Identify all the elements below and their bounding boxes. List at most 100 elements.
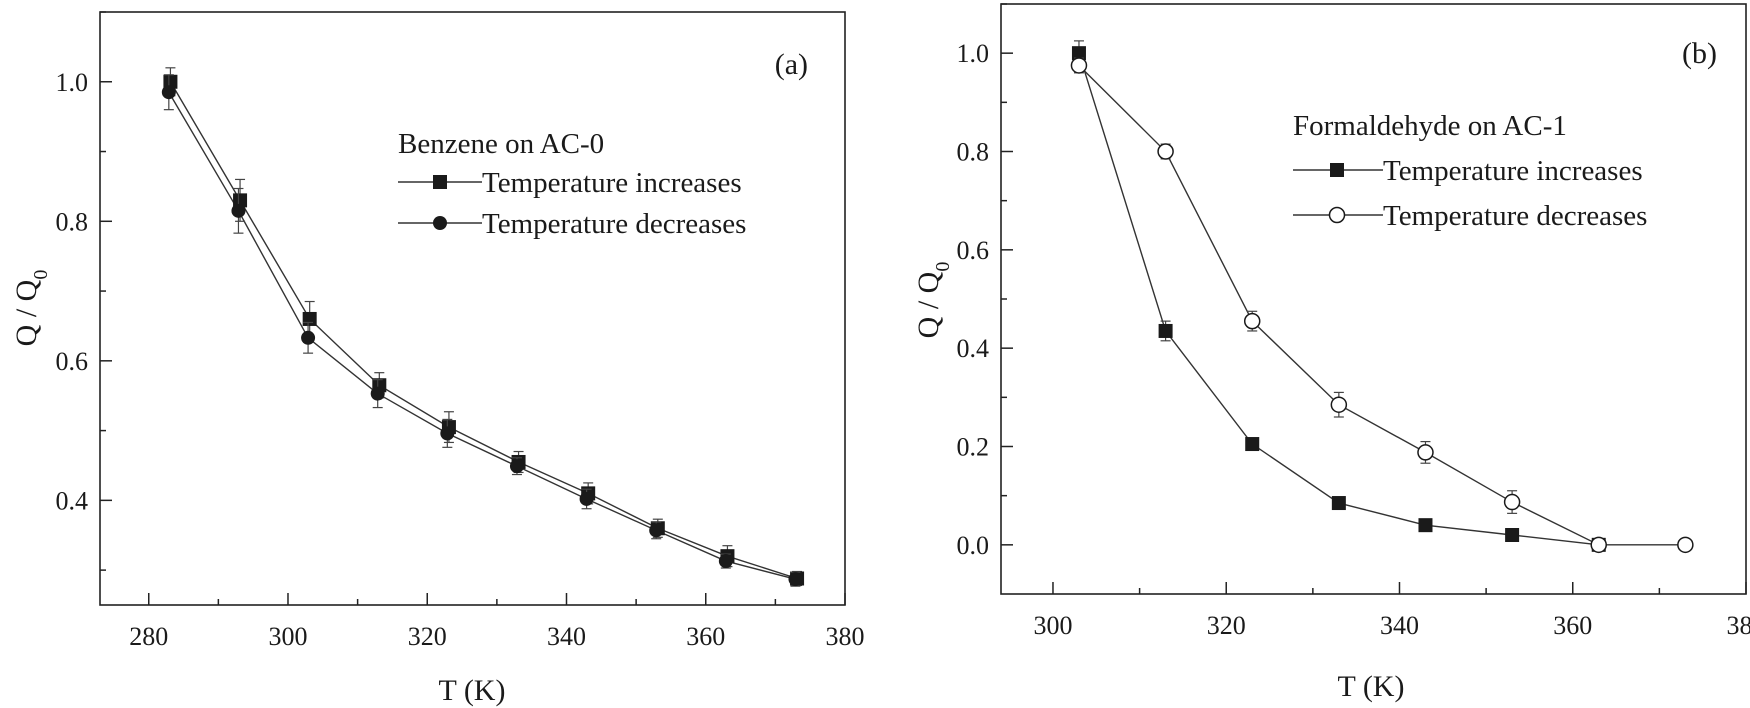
x-tick-label: 280: [129, 622, 168, 651]
data-point: [509, 457, 524, 476]
panel-b-legend-label-decrease: Temperature decreases: [1383, 200, 1647, 232]
y-tick-label: 0.4: [56, 486, 89, 515]
panel-b-markers: [1070, 40, 1694, 554]
panel-a-markers: [161, 67, 805, 587]
open-circle-marker: [1677, 536, 1694, 554]
open-circle-marker: [1590, 536, 1607, 554]
panel-b-plot-frame: [1000, 3, 1747, 595]
square-marker: [1245, 437, 1260, 452]
open-circle-marker: [1330, 396, 1348, 413]
panel-b-legend-label-increase: Temperature increases: [1383, 155, 1643, 187]
data-point: [1245, 437, 1260, 452]
data-point: [1157, 143, 1174, 160]
open-circle-marker: [1157, 143, 1174, 160]
data-point: [1503, 490, 1521, 514]
open-circle-marker: [1417, 444, 1434, 461]
data-point: [579, 488, 594, 510]
legend-open-circle-marker-icon: [1328, 206, 1346, 224]
filled-circle-marker: [440, 426, 455, 441]
data-point: [1158, 320, 1173, 342]
filled-circle-marker: [231, 203, 246, 218]
panel-b-label: (b): [1682, 37, 1717, 70]
x-tick-label: 380: [826, 622, 865, 651]
panel-a-series-lines: [168, 81, 798, 580]
y-tick-label: 0.8: [957, 138, 990, 167]
square-marker: [233, 193, 248, 208]
data-point: [1505, 528, 1520, 542]
panel-a-ticks: 280 300 320 340 360 380 0.4 0.6 0.8 1.0: [56, 11, 865, 651]
x-tick-label: 300: [268, 622, 307, 651]
data-point: [1590, 536, 1607, 554]
data-point: [231, 187, 246, 234]
open-circle-marker: [1070, 57, 1088, 74]
y-tick-label: 0.4: [957, 334, 990, 363]
data-point: [1070, 57, 1088, 74]
x-tick-label: 320: [408, 622, 447, 651]
filled-circle-marker: [579, 491, 594, 506]
square-marker: [1158, 323, 1173, 338]
filled-circle-marker: [788, 572, 803, 587]
panel-a-legend-title: Benzene on AC-0: [398, 128, 604, 160]
panel-b-legend-entry-decrease: Temperature decreases: [1293, 200, 1647, 232]
panel-b-x-axis-title: T (K): [1338, 670, 1405, 703]
square-marker: [1505, 528, 1520, 542]
data-point: [1330, 391, 1348, 418]
square-marker: [1418, 518, 1433, 533]
legend-square-marker-icon: [433, 175, 447, 189]
panel-a-legend-label-increase: Temperature increases: [482, 167, 742, 199]
x-tick-label: 360: [686, 622, 725, 651]
panel-a-chart: 280 300 320 340 360 380 0.4 0.6 0.8 1.0 (a) Benze…: [10, 11, 865, 707]
open-circle-marker: [1243, 312, 1261, 330]
panel-b-y-axis-title: Q / Q0: [912, 262, 954, 339]
y-tick-label: 0.2: [957, 433, 990, 462]
legend-filled-circle-marker-icon: [433, 216, 447, 230]
filled-circle-marker: [509, 459, 524, 474]
filled-circle-marker: [370, 386, 385, 401]
data-point: [1677, 536, 1694, 554]
filled-circle-marker: [718, 554, 733, 569]
panel-a-x-axis-title: T (K): [439, 674, 506, 707]
y-tick-label: 0.8: [56, 207, 89, 236]
square-marker: [302, 311, 317, 326]
square-marker: [163, 74, 178, 89]
open-circle-marker: [1503, 493, 1521, 511]
x-tick-label: 360: [1553, 611, 1592, 640]
x-tick-label: 380: [1727, 611, 1750, 640]
y-tick-label: 1.0: [56, 68, 89, 97]
y-tick-label: 0.0: [957, 531, 990, 560]
panel-b-chart: 300 320 340 360 380 0.0 0.2 0.4 0.6 0.8 1.0 (b) Fo…: [912, 3, 1750, 703]
data-point: [1243, 310, 1261, 332]
series-line-increase: [169, 81, 798, 580]
panel-a-legend-label-decrease: Temperature decreases: [482, 208, 746, 240]
series-line-decrease: [1078, 64, 1686, 546]
panel-b-legend-entry-increase: Temperature increases: [1293, 155, 1643, 187]
panel-a-label: (a): [775, 48, 808, 81]
legend-square-marker-icon: [1330, 163, 1344, 177]
data-point: [788, 571, 803, 587]
data-point: [718, 553, 733, 569]
panel-b-legend-title: Formaldehyde on AC-1: [1293, 110, 1567, 142]
data-point: [370, 379, 385, 409]
square-marker: [1071, 46, 1086, 61]
data-point: [649, 521, 664, 540]
data-point: [1417, 440, 1434, 464]
filled-circle-marker: [301, 330, 316, 345]
data-point: [301, 321, 316, 354]
y-tick-label: 1.0: [957, 39, 990, 68]
panel-a-legend-entry-increase: Temperature increases: [398, 167, 742, 199]
data-point: [1331, 496, 1346, 511]
y-tick-label: 0.6: [56, 347, 89, 376]
panel-a-plot-frame: [99, 11, 846, 606]
x-tick-label: 340: [547, 622, 586, 651]
x-tick-label: 300: [1033, 611, 1072, 640]
data-point: [440, 418, 455, 448]
x-tick-label: 320: [1207, 611, 1246, 640]
data-point: [161, 74, 176, 111]
filled-circle-marker: [161, 85, 176, 100]
series-line-decrease: [168, 91, 796, 580]
square-marker: [1331, 496, 1346, 511]
filled-circle-marker: [649, 523, 664, 538]
y-tick-label: 0.6: [957, 236, 990, 265]
panel-b-ticks: 300 320 340 360 380 0.0 0.2 0.4 0.6 0.8 1.0: [957, 3, 1750, 640]
